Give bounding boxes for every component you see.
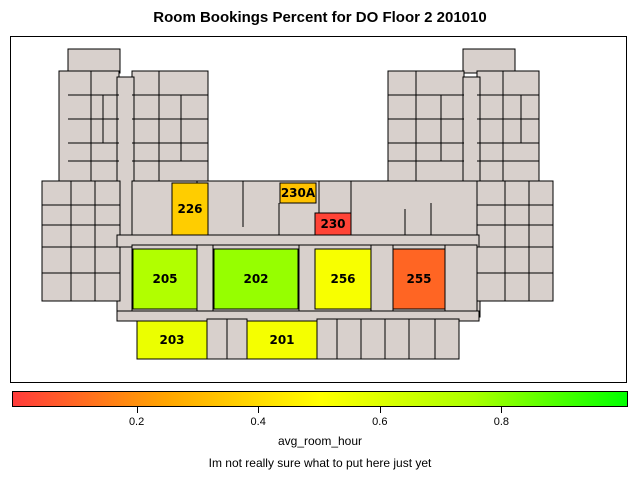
left-tower-inner — [131, 70, 209, 182]
south-rooms-right — [316, 318, 460, 360]
room-201[interactable] — [246, 320, 318, 360]
room-256[interactable] — [314, 248, 372, 310]
room-label-230A: 230A — [281, 186, 316, 200]
room-labels: 226 230A 230 205 202 256 255 203 201 — [152, 186, 431, 347]
colorbar-tick-label: 0.4 — [250, 416, 266, 428]
room-230[interactable] — [314, 212, 352, 236]
colorbar-tick — [501, 407, 503, 413]
right-tower-inner — [387, 70, 465, 182]
colorbar-tick-label: 0.6 — [372, 416, 388, 428]
room-label-255: 255 — [406, 272, 431, 286]
map-frame: 226 230A 230 205 202 256 255 203 201 — [10, 36, 627, 383]
floor-plan: 226 230A 230 205 202 256 255 203 201 — [41, 48, 554, 360]
room-205[interactable] — [132, 248, 198, 310]
right-tower-top — [462, 48, 516, 74]
colorbar-tick-label: 0.8 — [493, 416, 510, 428]
colorbar-tick-label: 0.2 — [128, 416, 145, 428]
room-label-230: 230 — [320, 217, 345, 231]
right-wing — [476, 180, 554, 302]
left-tower-top — [67, 48, 121, 74]
room-226[interactable] — [171, 182, 209, 236]
colorbar-tick — [258, 407, 260, 413]
room-label-203: 203 — [159, 333, 184, 347]
room-230A[interactable] — [279, 182, 317, 204]
map-title: Room Bookings Percent for DO Floor 2 201… — [153, 9, 487, 26]
room-label-226: 226 — [177, 202, 202, 216]
colorbar-label: avg_room_hour — [277, 434, 363, 448]
colorbar-tick — [136, 407, 138, 413]
room-202[interactable] — [213, 248, 299, 310]
footnote: Im not really sure what to put here just… — [208, 456, 432, 470]
room-label-256: 256 — [330, 272, 355, 286]
room-255[interactable] — [392, 248, 446, 310]
room-label-205: 205 — [152, 272, 177, 286]
room-label-201: 201 — [269, 333, 294, 347]
room-203[interactable] — [136, 320, 208, 360]
colorbar — [12, 391, 628, 407]
booking-rooms — [132, 182, 446, 360]
left-wing — [41, 180, 121, 302]
colorbar-tick — [379, 407, 381, 413]
right-tower-outer — [476, 70, 540, 182]
left-tower-outer — [58, 70, 120, 182]
room-label-202: 202 — [243, 272, 268, 286]
